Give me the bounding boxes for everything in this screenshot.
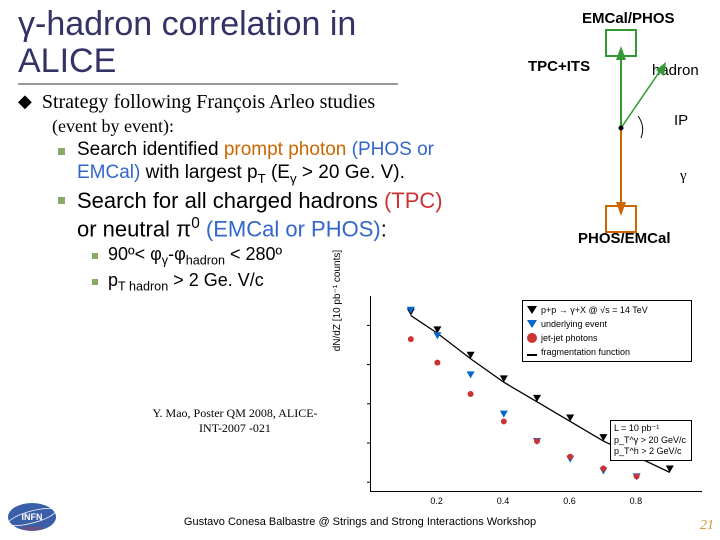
svg-text:Frascati: Frascati	[23, 526, 41, 532]
legend-row: jet-jet photons	[527, 331, 687, 345]
chart: dN/dZ [10 pb⁻¹ counts] p+p → γ+X @ √s = …	[330, 288, 710, 516]
reference: Y. Mao, Poster QM 2008, ALICE-INT-2007 -…	[150, 406, 320, 436]
diagram-svg	[496, 10, 706, 250]
legend-row: p+p → γ+X @ √s = 14 TeV	[527, 303, 687, 317]
bullet-2b-text: Search for all charged hadrons (TPC) or …	[77, 188, 448, 242]
infn-logo: INFN Frascati	[4, 500, 64, 534]
chart-ylabel: dN/dZ [10 pb⁻¹ counts]	[332, 250, 343, 351]
square-icon	[58, 197, 65, 204]
legend-row: fragmentation function	[527, 345, 687, 359]
legend-row: underlying event	[527, 317, 687, 331]
svg-text:INFN: INFN	[22, 512, 43, 522]
square-icon	[92, 253, 98, 259]
square-icon	[92, 279, 98, 285]
bullet-2a: Search identified prompt photon (PHOS or…	[18, 139, 448, 187]
square-icon	[58, 148, 65, 155]
chart-xtick: 0.4	[497, 496, 510, 506]
chart-xtick: 0.6	[563, 496, 576, 506]
slide-title: γ-hadron correlation in ALICE	[18, 6, 398, 85]
chart-axes: p+p → γ+X @ √s = 14 TeVunderlying eventj…	[370, 296, 702, 492]
chart-xtick: 0.2	[430, 496, 443, 506]
footer: Gustavo Conesa Balbastre @ Strings and S…	[0, 516, 720, 528]
bullet-2a-text: Search identified prompt photon (PHOS or…	[77, 139, 448, 187]
bullet-2b: Search for all charged hadrons (TPC) or …	[18, 188, 448, 242]
page-number: 21	[700, 518, 714, 534]
chart-info: L = 10 pb⁻¹p_T^γ > 20 GeV/cp_T^h > 2 GeV…	[610, 420, 692, 461]
bullet-1-text: Strategy following François Arleo studie…	[42, 91, 468, 114]
detector-diagram: EMCal/PHOS TPC+ITS hadron IP γ PHOS/EMCa…	[496, 10, 706, 290]
bullet-1: ◆ Strategy following François Arleo stud…	[18, 91, 468, 114]
chart-xtick: 0.8	[630, 496, 643, 506]
bullet-icon: ◆	[18, 91, 32, 114]
slide: γ-hadron correlation in ALICE ◆ Strategy…	[0, 0, 720, 540]
chart-legend: p+p → γ+X @ √s = 14 TeVunderlying eventj…	[522, 300, 692, 362]
